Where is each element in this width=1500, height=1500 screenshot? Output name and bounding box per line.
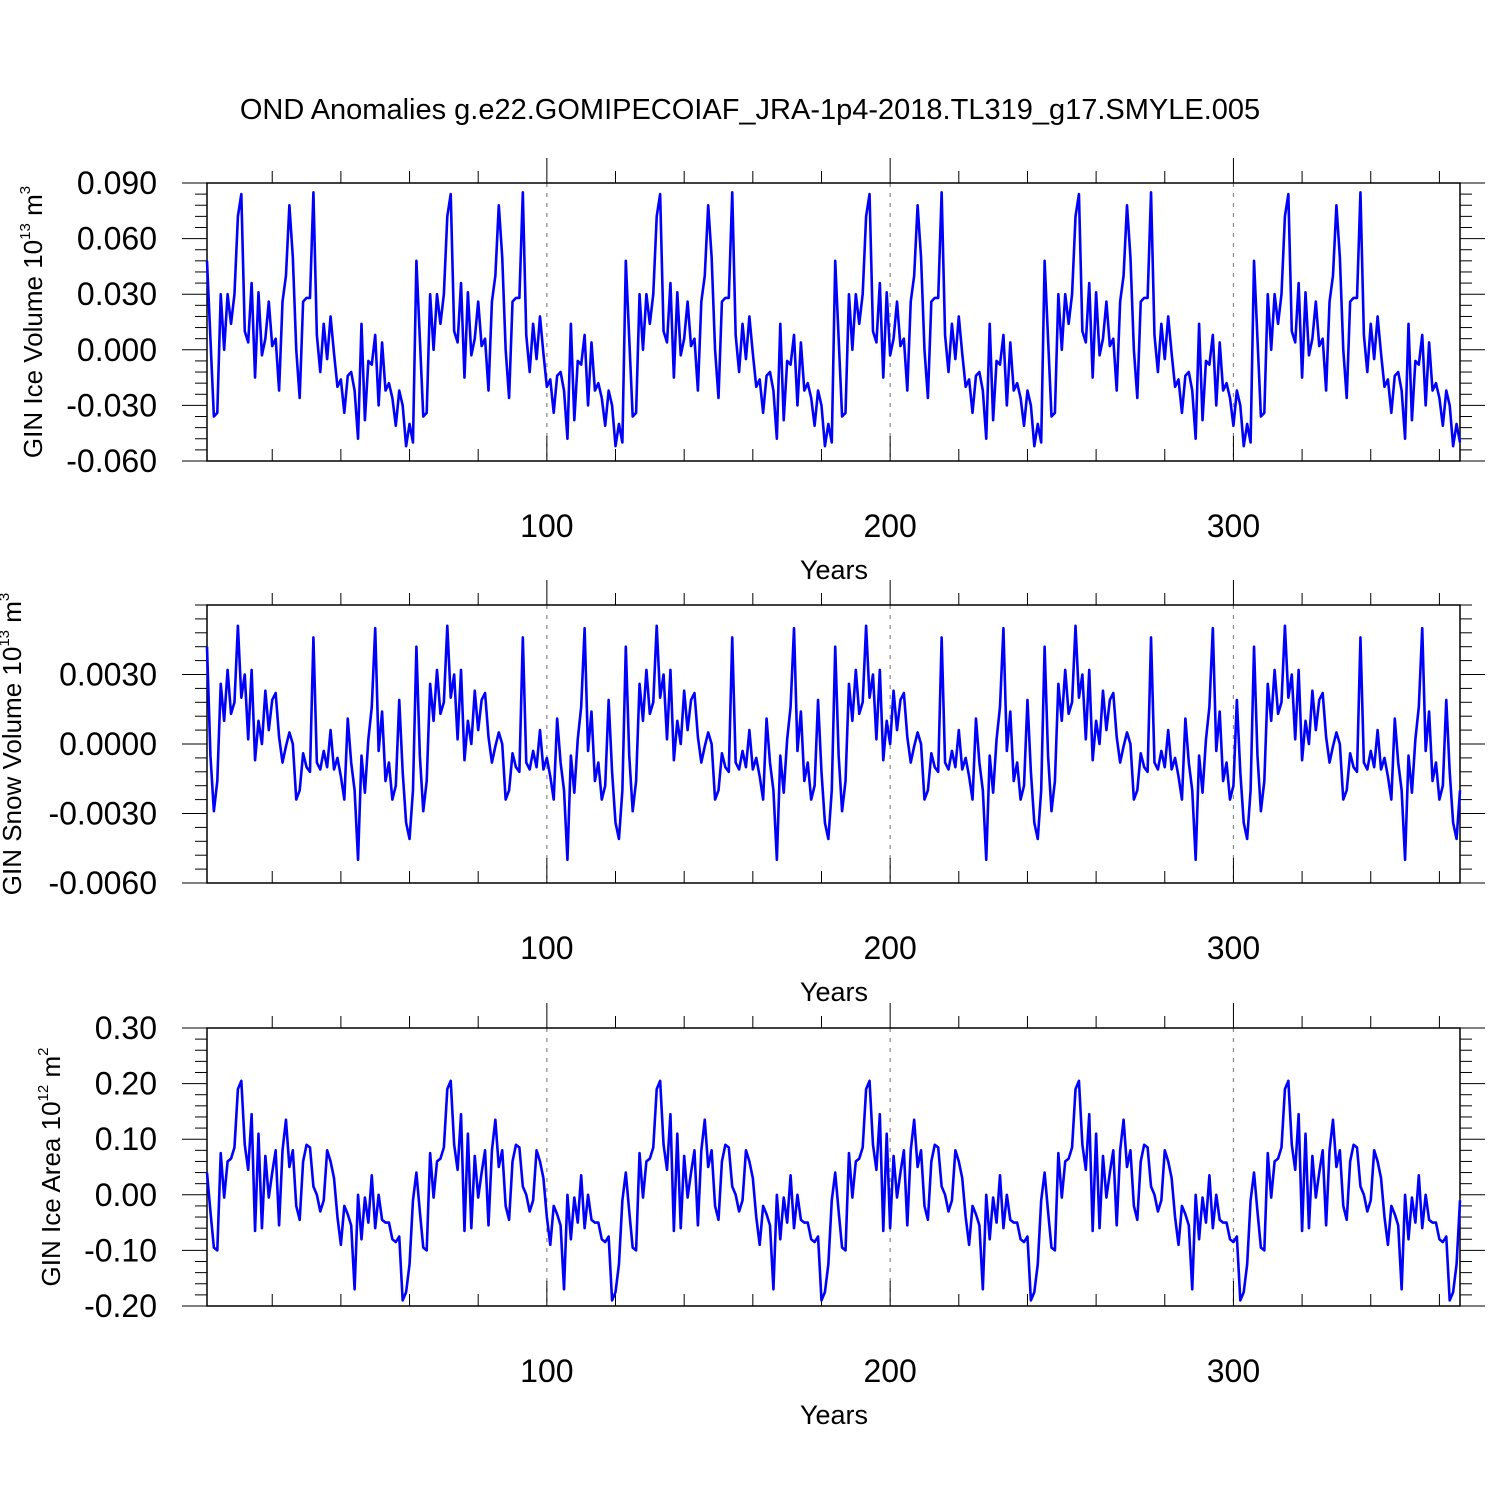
y-axis-label: GIN Ice Volume 1013 m3 <box>17 186 48 458</box>
y-axis-label: GIN Snow Volume 1013 m3 <box>0 593 27 896</box>
x-tick-label: 300 <box>1207 1353 1260 1389</box>
chart-panel-3: -0.20 -0.10 0.00 0.10 0.20 0.30 100 200 300 Years… <box>35 1003 1485 1430</box>
y-tick-label: -0.10 <box>84 1232 157 1268</box>
y-tick-label: 0.30 <box>95 1010 157 1046</box>
data-series-line <box>205 624 1462 862</box>
y-tick-label: -0.030 <box>66 387 157 423</box>
y-tick-label: 0.10 <box>95 1121 157 1157</box>
x-tick-label: 100 <box>520 508 573 544</box>
x-axis-label: Years <box>800 555 868 585</box>
panels-group: -0.060 -0.030 0.000 0.030 0.060 0.090 100 200 30… <box>0 158 1485 1430</box>
x-tick-label: 300 <box>1207 508 1260 544</box>
plot-frame <box>206 182 1461 462</box>
x-tick-label: 100 <box>520 1353 573 1389</box>
chart-panel-1: -0.060 -0.030 0.000 0.030 0.060 0.090 100 200 30… <box>17 158 1485 585</box>
x-axis-label: Years <box>800 1400 868 1430</box>
x-tick-label: 200 <box>863 1353 916 1389</box>
x-tick-label: 100 <box>520 930 573 966</box>
x-axis-label: Years <box>800 977 868 1007</box>
x-tick-label: 200 <box>863 930 916 966</box>
y-tick-label: 0.0000 <box>59 726 157 762</box>
y-axis-label: GIN Ice Area 1012 m2 <box>35 1048 66 1287</box>
y-tick-label: 0.20 <box>95 1066 157 1102</box>
y-tick-label: 0.060 <box>77 221 157 257</box>
plot-frame <box>206 1027 1461 1307</box>
data-series-line <box>205 1079 1462 1302</box>
y-tick-label: -0.0060 <box>48 865 157 901</box>
y-tick-label: 0.000 <box>77 332 157 368</box>
x-tick-label: 300 <box>1207 930 1260 966</box>
y-tick-label: -0.060 <box>66 443 157 479</box>
figure-title: OND Anomalies g.e22.GOMIPECOIAF_JRA-1p4-… <box>240 94 1260 126</box>
y-tick-label: 0.090 <box>77 165 157 201</box>
y-tick-label: 0.030 <box>77 276 157 312</box>
chart-panel-2: -0.0060 -0.0030 0.0000 0.0030 100 200 300 Years… <box>0 580 1485 1007</box>
y-tick-label: -0.0030 <box>48 796 157 832</box>
data-series-line <box>205 190 1462 448</box>
y-tick-label: 0.0030 <box>59 657 157 693</box>
y-tick-label: 0.00 <box>95 1177 157 1213</box>
y-tick-label: -0.20 <box>84 1288 157 1324</box>
x-tick-label: 200 <box>863 508 916 544</box>
